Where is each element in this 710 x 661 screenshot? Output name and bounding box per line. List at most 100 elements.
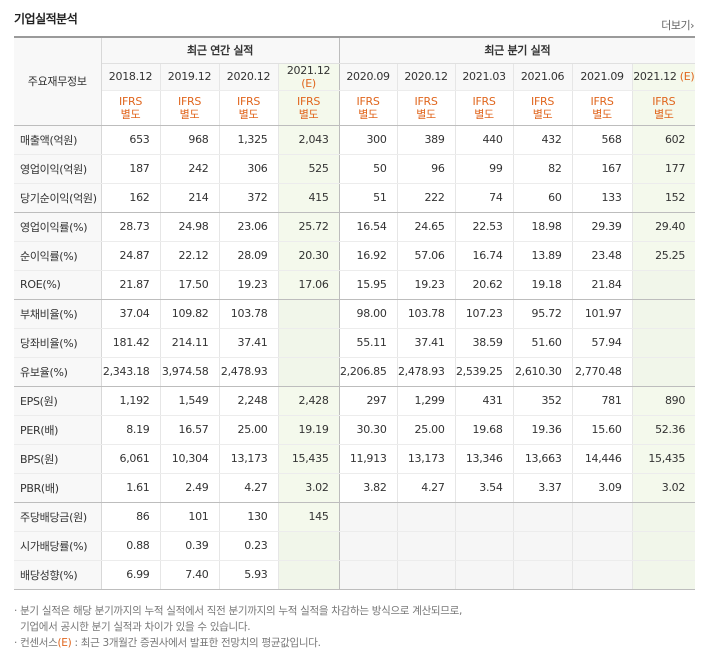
table-cell: [455, 560, 514, 590]
table-cell: 95.72: [513, 299, 573, 329]
table-cell: 13,346: [455, 444, 514, 474]
ifrs-label: IFRS 별도: [572, 90, 633, 126]
table-cell: 7.40: [160, 560, 220, 590]
table-cell: [339, 560, 398, 590]
table-cell: 11,913: [339, 444, 398, 474]
table-cell: [632, 299, 696, 329]
row-label: 유보율(%): [14, 357, 102, 387]
table-cell: 2,206.85: [339, 357, 398, 387]
corner-header: 주요재무정보: [14, 36, 102, 126]
table-cell: [572, 531, 633, 561]
table-cell: 20.30: [278, 241, 340, 271]
table-cell: 1,325: [219, 125, 279, 155]
table-cell: [278, 531, 340, 561]
table-cell: 568: [572, 125, 633, 155]
more-link-label: 더보기: [661, 19, 691, 32]
table-cell: 57.94: [572, 328, 633, 358]
table-cell: 99: [455, 154, 514, 184]
table-cell: 28.73: [101, 212, 161, 242]
table-cell: 0.39: [160, 531, 220, 561]
table-cell: 15.95: [339, 270, 398, 300]
table-cell: [572, 502, 633, 532]
table-cell: [278, 328, 340, 358]
table-cell: 2,428: [278, 386, 340, 416]
table-cell: 214: [160, 183, 220, 213]
group-header-annual: 최근 연간 실적: [101, 36, 340, 64]
table-cell: 177: [632, 154, 696, 184]
table-cell: 16.57: [160, 415, 220, 445]
table-cell: 24.98: [160, 212, 220, 242]
row-label: PER(배): [14, 415, 102, 445]
table-cell: [632, 270, 696, 300]
table-cell: 51.60: [513, 328, 573, 358]
table-cell: 19.23: [397, 270, 456, 300]
table-cell: 101: [160, 502, 220, 532]
table-cell: 145: [278, 502, 340, 532]
table-row: 배당성향(%) 6.99 7.40 5.93: [14, 560, 696, 590]
ifrs-label: IFRS 별도: [219, 90, 279, 126]
ifrs-label: IFRS 별도: [455, 90, 514, 126]
table-cell: 8.19: [101, 415, 161, 445]
table-cell: 653: [101, 125, 161, 155]
table-cell: 13,173: [397, 444, 456, 474]
table-cell: 15,435: [278, 444, 340, 474]
table-cell: 2,343.18: [101, 357, 161, 387]
table-cell: 16.74: [455, 241, 514, 271]
table-cell: 3.37: [513, 473, 573, 503]
table-cell: [632, 560, 696, 590]
table-cell: 3.09: [572, 473, 633, 503]
table-cell: 107.23: [455, 299, 514, 329]
table-cell: 389: [397, 125, 456, 155]
table-cell: 13.89: [513, 241, 573, 271]
period-header: 2021.09: [572, 63, 633, 91]
table-cell: 167: [572, 154, 633, 184]
row-label: 시가배당률(%): [14, 531, 102, 561]
table-cell: 6.99: [101, 560, 161, 590]
table-cell: 109.82: [160, 299, 220, 329]
row-label: 영업이익률(%): [14, 212, 102, 242]
period-header: 2021.12 (E): [278, 63, 340, 91]
table-cell: 21.87: [101, 270, 161, 300]
table-cell: 22.53: [455, 212, 514, 242]
table-cell: 13,173: [219, 444, 279, 474]
table-row: PBR(배) 1.61 2.49 4.27 3.02 3.82 4.27 3.54 3.37 3.…: [14, 473, 696, 503]
row-label: PBR(배): [14, 473, 102, 503]
table-cell: 352: [513, 386, 573, 416]
more-link[interactable]: 더보기›: [661, 17, 694, 33]
table-row: 영업이익(억원) 187 242 306 525 50 96 99 82 167 177: [14, 154, 696, 184]
table-cell: 3.82: [339, 473, 398, 503]
table-cell: 24.65: [397, 212, 456, 242]
table-cell: 60: [513, 183, 573, 213]
table-cell: 57.06: [397, 241, 456, 271]
estimate-mark: (E): [57, 637, 72, 649]
table-cell: 525: [278, 154, 340, 184]
table-cell: 3.54: [455, 473, 514, 503]
footnote-line: · 컨센서스(E) : 최근 3개월간 증권사에서 발표한 전망치의 평균값입니…: [14, 637, 321, 649]
table-cell: 602: [632, 125, 696, 155]
table-cell: [339, 531, 398, 561]
table-row: 당기순이익(억원) 162 214 372 415 51 222 74 60 133 152: [14, 183, 696, 213]
table-cell: 51: [339, 183, 398, 213]
table-cell: [513, 560, 573, 590]
table-cell: 15,435: [632, 444, 696, 474]
table-cell: 181.42: [101, 328, 161, 358]
row-label: 배당성향(%): [14, 560, 102, 590]
table-row: PER(배) 8.19 16.57 25.00 19.19 30.30 25.00 19.68…: [14, 415, 696, 445]
table-row: 부채비율(%) 37.04 109.82 103.78 98.00 103.78 107.2…: [14, 299, 696, 329]
table-cell: [278, 299, 340, 329]
row-label: 영업이익(억원): [14, 154, 102, 184]
table-cell: [339, 502, 398, 532]
period-header: 2020.12: [397, 63, 456, 91]
table-cell: 2,539.25: [455, 357, 514, 387]
ifrs-label: IFRS 별도: [397, 90, 456, 126]
table-cell: 4.27: [219, 473, 279, 503]
table-cell: 25.00: [397, 415, 456, 445]
row-label: 부채비율(%): [14, 299, 102, 329]
table-row: EPS(원) 1,192 1,549 2,248 2,428 297 1,299 431 352…: [14, 386, 696, 416]
table-cell: 432: [513, 125, 573, 155]
chevron-right-icon: ›: [690, 19, 694, 32]
table-cell: 2,043: [278, 125, 340, 155]
table-cell: 103.78: [219, 299, 279, 329]
table-row: 주당배당금(원) 86 101 130 145: [14, 502, 696, 532]
table-cell: 38.59: [455, 328, 514, 358]
